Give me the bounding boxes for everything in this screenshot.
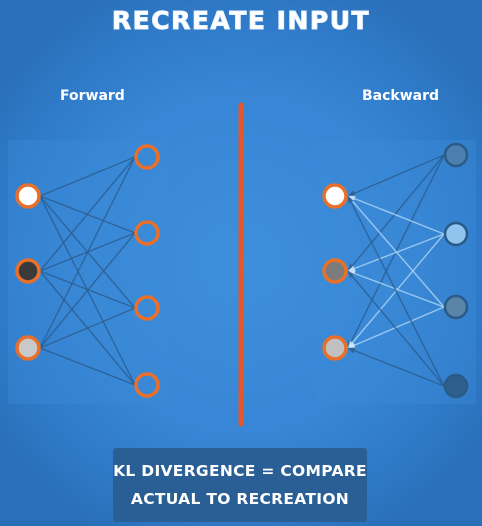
hidden-node	[134, 295, 160, 321]
arrowhead	[348, 347, 356, 354]
forward-connection	[39, 307, 136, 349]
backward-network	[316, 140, 476, 404]
arrowhead	[348, 263, 355, 271]
backward-connections	[347, 154, 445, 387]
recreated-node	[322, 258, 348, 284]
forward-nodes	[15, 144, 160, 398]
forward-connection	[39, 156, 136, 197]
caption-box: KL DIVERGENCE = COMPARE ACTUAL TO RECREA…	[113, 448, 367, 522]
arrowhead	[348, 190, 356, 197]
arrowhead	[348, 271, 355, 279]
input-node	[15, 258, 41, 284]
forward-connections	[39, 156, 136, 386]
backward-connection	[347, 270, 445, 308]
backward-connection	[347, 195, 445, 308]
forward-connection	[39, 232, 136, 349]
backward-hidden-node	[443, 294, 469, 320]
backward-connection	[347, 154, 445, 197]
hidden-node	[134, 220, 160, 246]
recreated-node	[322, 183, 348, 209]
hidden-node	[134, 372, 160, 398]
backward-hidden-node	[443, 142, 469, 168]
input-node	[15, 335, 41, 361]
diagram-title: RECREATE INPUT	[111, 6, 371, 36]
backward-connection	[347, 195, 445, 235]
backward-connection	[347, 270, 445, 387]
forward-network	[8, 140, 168, 404]
backward-label: Backward	[362, 88, 440, 104]
backward-connection	[347, 347, 445, 387]
backward-connection	[347, 154, 445, 272]
backward-connection	[347, 195, 445, 387]
backward-nodes	[322, 142, 469, 399]
backward-hidden-node	[443, 373, 469, 399]
arrowhead	[348, 265, 356, 272]
arrowhead	[348, 342, 356, 349]
input-node	[15, 183, 41, 209]
backward-hidden-node	[443, 221, 469, 247]
forward-connection	[39, 156, 136, 349]
forward-connection	[39, 347, 136, 386]
hidden-node	[134, 144, 160, 170]
forward-label: Forward	[60, 88, 125, 104]
arrowhead	[348, 196, 355, 204]
caption-line-2: ACTUAL TO RECREATION	[130, 490, 350, 508]
caption-line-1: KL DIVERGENCE = COMPARE	[113, 462, 367, 480]
recreated-node	[322, 335, 348, 361]
forward-connection	[39, 156, 136, 272]
